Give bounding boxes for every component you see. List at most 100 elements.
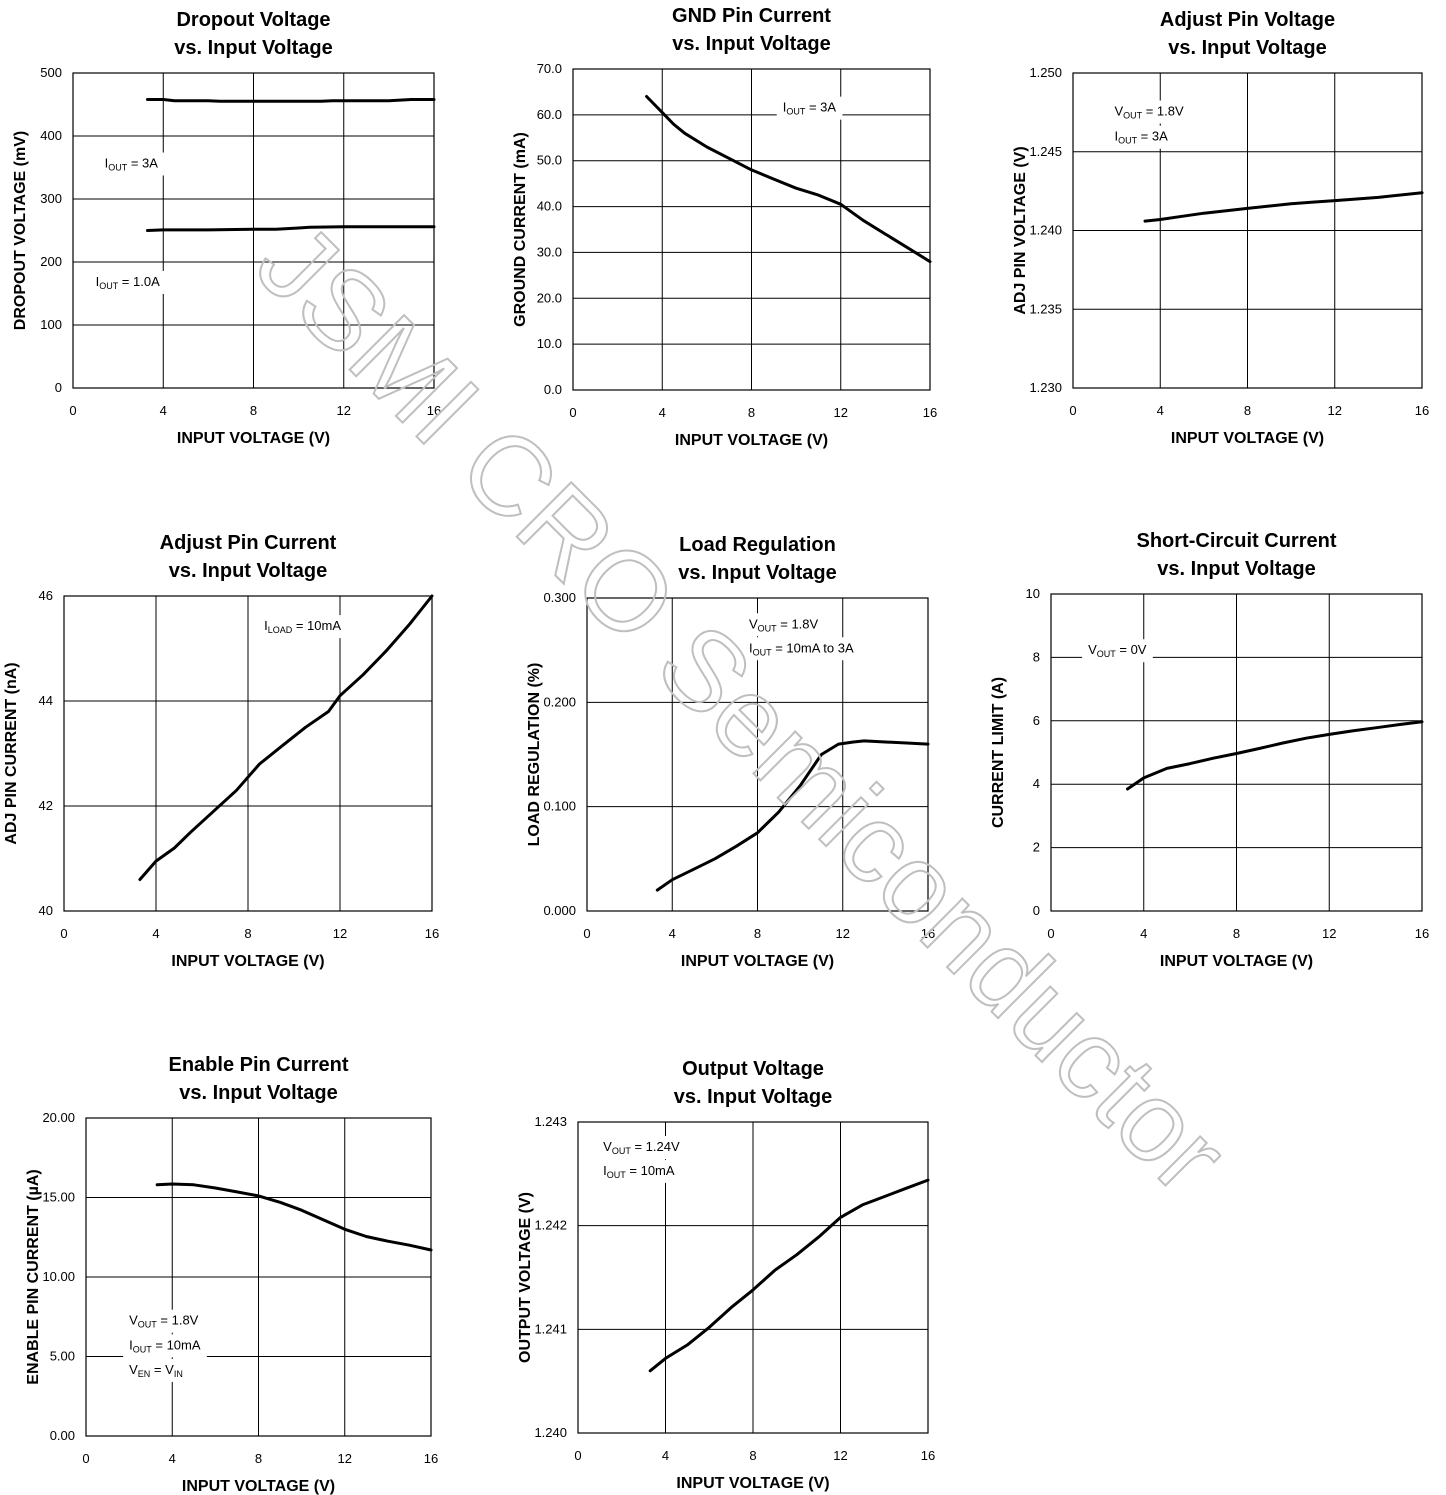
y-tick-label: 20.0 [537,290,562,305]
y-tick-label: 42 [39,798,53,813]
y-axis-label: DROPOUT VOLTAGE (mV) [12,131,29,330]
y-tick-label: 1.250 [1029,65,1062,80]
annotation: IOUT = 1.0A [96,274,161,291]
chart-5: Load Regulation vs. Input Voltage 0 4 8 12 16 0… [526,534,935,970]
chart-7: Enable Pin Current vs. Input Voltage 0 4 8 12… [25,1054,438,1495]
x-axis-label: INPUT VOLTAGE (V) [676,1475,829,1492]
x-axis-label: INPUT VOLTAGE (V) [675,432,828,449]
x-tick-label: 12 [337,403,351,418]
x-tick-label: 0 [574,1448,581,1463]
x-axis-label: INPUT VOLTAGE (V) [1171,430,1324,447]
series-line [645,95,932,264]
y-tick-label: 200 [40,254,62,269]
y-tick-label: 15.00 [42,1190,75,1205]
y-tick-label: 0.00 [50,1428,75,1443]
x-tick-label: 8 [749,1448,756,1463]
x-tick-label: 8 [250,403,257,418]
x-tick-label: 8 [255,1451,262,1466]
y-tick-label: 70.0 [537,61,562,76]
y-tick-label: 0 [1033,903,1040,918]
plot-frame [85,1117,432,1437]
y-tick-label: 60.0 [537,107,562,122]
x-axis-label: INPUT VOLTAGE (V) [171,953,324,970]
x-tick-label: 0 [82,1451,89,1466]
x-tick-label: 0 [60,926,67,941]
chart-4: Adjust Pin Current vs. Input Voltage 0 4 8 12… [3,532,439,970]
y-axis-label: ADJ PIN VOLTAGE (V) [1012,146,1029,314]
x-tick-label: 8 [1244,403,1251,418]
x-tick-label: 12 [834,405,848,420]
plot-frame [63,595,433,912]
x-axis-label: INPUT VOLTAGE (V) [681,953,834,970]
annotation: VOUT = 1.8V [129,1313,199,1330]
chart-title: vs. Input Voltage [179,1082,338,1104]
x-tick-label: 16 [425,926,439,941]
x-tick-label: 0 [583,926,590,941]
y-axis-label: LOAD REGULATION (%) [526,663,543,847]
chart-title: Enable Pin Current [168,1054,348,1076]
annotation: IOUT = 3A [783,100,837,117]
chart-title: Adjust Pin Voltage [1160,9,1335,31]
y-tick-label: 1.245 [1029,144,1062,159]
x-tick-label: 8 [748,405,755,420]
annotation: IOUT = 10mA to 3A [749,640,854,657]
x-tick-label: 4 [1140,926,1147,941]
plot-frame [1072,72,1423,389]
y-axis-label: CURRENT LIMIT (A) [990,677,1007,828]
annotation-bg [1108,100,1191,124]
y-tick-label: 44 [39,693,53,708]
y-tick-label: 1.235 [1029,301,1062,316]
chart-title: vs. Input Voltage [174,37,333,59]
x-tick-label: 4 [1157,403,1164,418]
y-tick-label: 46 [39,588,53,603]
plot-frame [577,1121,929,1434]
x-axis-label: INPUT VOLTAGE (V) [182,1478,335,1495]
x-tick-label: 12 [333,926,347,941]
x-tick-label: 4 [662,1448,669,1463]
y-axis-label: ADJ PIN CURRENT (nA) [3,662,20,844]
plot-frame [572,68,931,391]
x-tick-label: 16 [923,405,937,420]
y-tick-label: 40.0 [537,199,562,214]
series-line [655,739,930,892]
y-tick-label: 0 [55,380,62,395]
chart-3: Adjust Pin Voltage vs. Input Voltage 0 4 8 12… [1012,9,1429,447]
x-tick-label: 16 [921,1448,935,1463]
series-line [138,594,434,881]
x-tick-label: 8 [1233,926,1240,941]
chart-2: GND Pin Current vs. Input Voltage 0 4 8 12 16 0… [512,5,937,449]
annotation: IOUT = 3A [1114,129,1168,146]
series-line [648,1178,930,1373]
chart-title: vs. Input Voltage [674,1086,833,1108]
y-tick-label: 1.241 [534,1321,567,1336]
y-tick-label: 6 [1033,713,1040,728]
annotation-bg [776,96,843,120]
x-tick-label: 12 [833,1448,847,1463]
x-tick-label: 0 [569,405,576,420]
y-tick-label: 30.0 [537,244,562,259]
chart-title: Output Voltage [682,1058,824,1080]
x-tick-label: 4 [169,1451,176,1466]
annotation: IOUT = 10mA [603,1163,675,1180]
series-line [1126,720,1424,791]
annotation: VOUT = 1.8V [749,616,819,633]
annotation-bg [1108,125,1175,149]
y-tick-label: 0.100 [543,799,576,814]
chart-8: Output Voltage vs. Input Voltage 0 4 8 12 16 1.… [517,1058,935,1492]
chart-title: GND Pin Current [672,5,831,27]
x-tick-label: 16 [1415,926,1429,941]
plot-frame [586,597,929,912]
chart-title: Short-Circuit Current [1137,530,1337,552]
y-tick-label: 10 [1026,586,1040,601]
y-tick-label: 100 [40,317,62,332]
annotation-bg [89,270,167,294]
series-line [155,1182,433,1252]
y-tick-label: 0.300 [543,590,576,605]
y-tick-label: 20.00 [42,1110,75,1125]
chart-title: vs. Input Voltage [169,560,328,582]
x-tick-label: 16 [424,1451,438,1466]
x-tick-label: 4 [160,403,167,418]
plot-frame [1050,593,1423,912]
x-tick-label: 12 [1322,926,1336,941]
